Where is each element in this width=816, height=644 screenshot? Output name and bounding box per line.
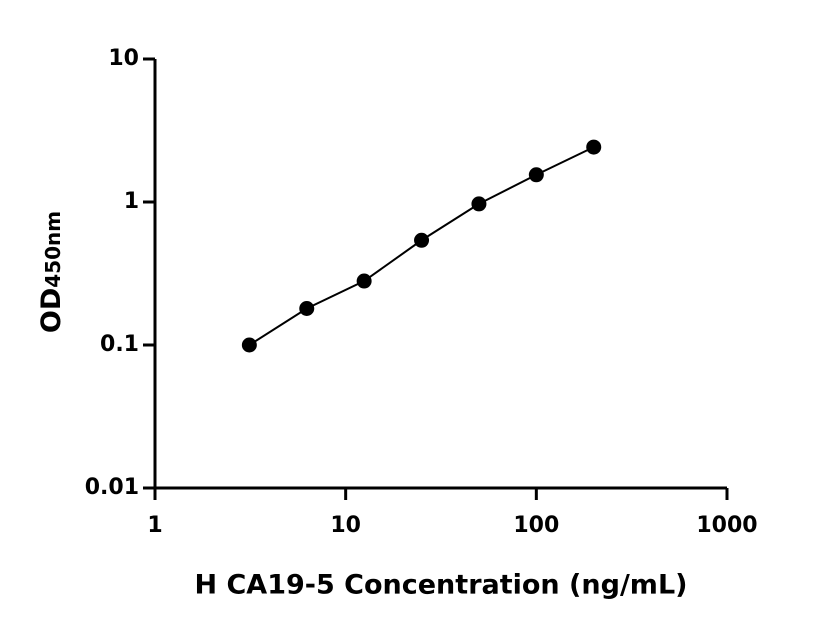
data-point (299, 300, 315, 316)
y-axis-title-main: OD (36, 288, 67, 333)
x-tick-label: 100 (513, 513, 559, 538)
y-tick-label: 0.01 (85, 475, 139, 500)
y-tick-label: 0.1 (100, 332, 139, 357)
x-tick-label: 10 (330, 513, 361, 538)
data-point (241, 337, 257, 353)
x-axis-title: H CA19-5 Concentration (ng/mL) (194, 570, 687, 601)
data-point (528, 167, 544, 183)
x-tick-label: 1000 (696, 513, 757, 538)
data-point (356, 273, 372, 289)
y-axis-title: OD450nm (36, 211, 67, 333)
data-point (414, 232, 430, 248)
y-tick-label: 1 (124, 189, 139, 214)
data-point (471, 196, 487, 212)
y-tick-label: 10 (108, 46, 139, 71)
data-point (586, 139, 602, 155)
x-tick-label: 1 (147, 513, 162, 538)
y-axis-title-subscript: 450nm (41, 211, 65, 288)
